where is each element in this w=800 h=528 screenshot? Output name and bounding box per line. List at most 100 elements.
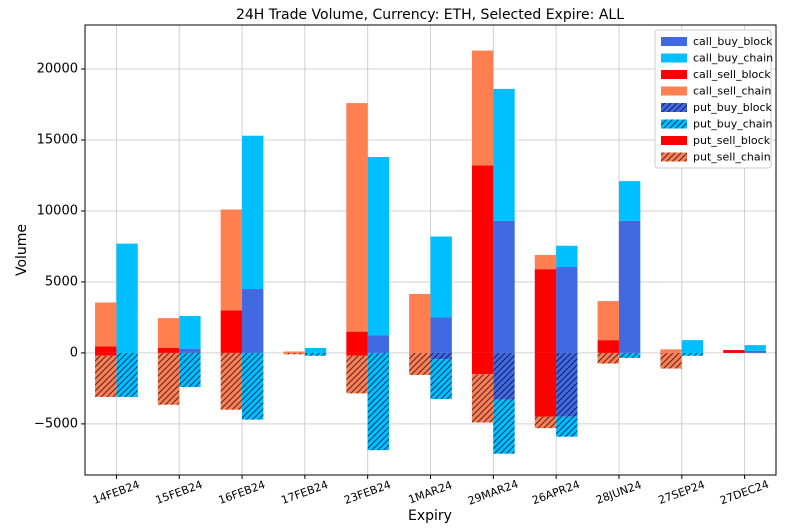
bar xyxy=(493,352,515,400)
bar xyxy=(220,310,243,353)
bar xyxy=(471,374,494,423)
legend-swatch xyxy=(661,136,687,145)
bar xyxy=(618,220,641,353)
x-tick-label: 28JUN24 xyxy=(594,478,643,506)
bar xyxy=(744,350,766,353)
bar xyxy=(597,301,619,341)
bar xyxy=(660,352,682,369)
bar xyxy=(157,352,180,405)
bar xyxy=(681,352,704,356)
x-tick-label: 14FEB24 xyxy=(91,478,141,507)
legend-label: put_buy_block xyxy=(693,101,773,114)
y-tick-label: 5000 xyxy=(45,274,78,289)
bar xyxy=(95,352,117,356)
bar xyxy=(556,416,578,437)
x-tick-label: 1MAR24 xyxy=(407,479,454,507)
bar xyxy=(95,355,117,397)
bar xyxy=(534,416,557,429)
y-tick-label: 20000 xyxy=(37,62,78,77)
bar xyxy=(367,352,390,451)
bar xyxy=(534,269,557,353)
bar xyxy=(283,351,305,353)
bar xyxy=(346,355,368,394)
x-tick-label: 17FEB24 xyxy=(280,478,330,507)
bar xyxy=(430,352,452,360)
bar xyxy=(304,347,327,353)
bar xyxy=(493,220,515,353)
legend-label: put_buy_chain xyxy=(693,118,773,131)
bar xyxy=(95,346,117,353)
bar xyxy=(597,340,619,353)
x-tick-label: 23FEB24 xyxy=(342,478,392,507)
legend-swatch xyxy=(661,152,687,162)
y-tick-label: −5000 xyxy=(34,416,78,431)
legend: call_buy_block call_buy_chain call_sell_bl… xyxy=(654,29,773,169)
legend-swatch xyxy=(661,119,687,129)
bar xyxy=(116,352,138,397)
bar xyxy=(179,348,201,353)
bar xyxy=(95,302,117,347)
bar xyxy=(116,243,138,353)
bar xyxy=(367,335,390,353)
bar xyxy=(534,254,557,270)
bar xyxy=(471,50,494,166)
bar xyxy=(346,331,368,353)
bar xyxy=(367,157,390,336)
bar xyxy=(597,352,619,364)
bar xyxy=(220,352,243,410)
bar xyxy=(534,352,557,417)
x-tick-label: 29MAR24 xyxy=(466,477,520,507)
bar xyxy=(409,352,431,375)
plot-frame xyxy=(84,24,777,476)
bar xyxy=(430,359,452,400)
bar xyxy=(157,347,180,353)
bar xyxy=(242,352,264,420)
bar xyxy=(346,103,368,332)
y-tick-label: 15000 xyxy=(37,132,78,147)
legend-label: put_sell_chain xyxy=(693,151,771,164)
bar xyxy=(179,352,201,387)
bar xyxy=(157,318,180,348)
bar xyxy=(409,294,431,353)
y-tick-label: 10000 xyxy=(37,203,78,218)
bar xyxy=(242,289,264,353)
x-tick-label: 15FEB24 xyxy=(154,478,204,507)
bar xyxy=(556,245,578,268)
x-tick-label: 27SEP24 xyxy=(657,478,707,507)
legend-label: put_sell_block xyxy=(693,134,771,147)
bar xyxy=(493,88,515,221)
y-tick-label: 0 xyxy=(70,345,78,360)
bar xyxy=(242,135,264,290)
legend-label: call_sell_block xyxy=(693,68,771,81)
bar xyxy=(346,352,368,356)
bar xyxy=(681,340,704,353)
bar xyxy=(471,165,494,353)
y-axis-label: Volume xyxy=(14,224,30,276)
bar xyxy=(493,399,515,454)
bar xyxy=(556,267,578,353)
bar xyxy=(618,181,641,221)
legend-label: call_buy_block xyxy=(693,35,773,48)
bar xyxy=(471,352,494,375)
x-tick-label: 26APR24 xyxy=(530,478,581,507)
legend-label: call_sell_chain xyxy=(693,85,771,98)
bar xyxy=(430,236,452,318)
x-tick-label: 27DEC24 xyxy=(718,478,770,508)
legend-swatch xyxy=(661,70,687,79)
legend-swatch xyxy=(661,86,687,96)
bar xyxy=(304,352,327,356)
bar xyxy=(179,316,201,349)
legend-label: call_buy_chain xyxy=(693,52,773,65)
chart-title: 24H Trade Volume, Currency: ETH, Selecte… xyxy=(236,7,624,23)
legend-swatch xyxy=(661,103,687,112)
bar xyxy=(660,349,682,353)
bar xyxy=(744,345,766,351)
bar xyxy=(430,317,452,353)
x-tick-label: 16FEB24 xyxy=(217,478,267,507)
bar xyxy=(220,209,243,311)
bar xyxy=(556,352,578,417)
x-axis-label: Expiry xyxy=(408,508,452,524)
bar xyxy=(618,352,641,358)
legend-swatch xyxy=(661,53,687,63)
